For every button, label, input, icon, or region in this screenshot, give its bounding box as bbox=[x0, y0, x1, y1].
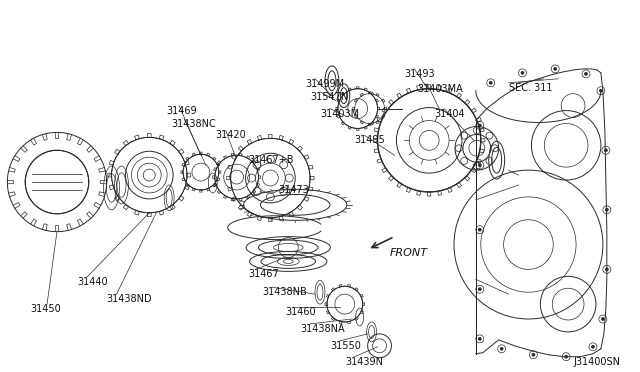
Text: SEC. 311: SEC. 311 bbox=[509, 83, 552, 93]
Circle shape bbox=[500, 347, 503, 350]
Text: 31460: 31460 bbox=[285, 307, 316, 317]
Text: 31450: 31450 bbox=[30, 304, 61, 314]
Circle shape bbox=[478, 288, 481, 291]
Text: FRONT: FRONT bbox=[390, 247, 428, 257]
Circle shape bbox=[591, 345, 595, 348]
Circle shape bbox=[584, 73, 588, 76]
Text: 31420: 31420 bbox=[216, 131, 246, 140]
Circle shape bbox=[605, 268, 609, 271]
Circle shape bbox=[554, 67, 557, 70]
Text: 31473: 31473 bbox=[278, 185, 309, 195]
Circle shape bbox=[532, 353, 535, 356]
Text: 31439N: 31439N bbox=[345, 357, 383, 367]
Text: J31400SN: J31400SN bbox=[573, 357, 620, 367]
Circle shape bbox=[478, 124, 481, 127]
Text: 31438NB: 31438NB bbox=[262, 287, 307, 297]
Text: 31493: 31493 bbox=[404, 69, 435, 79]
Text: 31440: 31440 bbox=[77, 277, 108, 287]
Text: 31467: 31467 bbox=[248, 269, 279, 279]
Circle shape bbox=[564, 355, 568, 358]
Text: 31469: 31469 bbox=[166, 106, 196, 116]
Circle shape bbox=[478, 164, 481, 167]
Circle shape bbox=[600, 89, 602, 92]
Text: 31403M: 31403M bbox=[320, 109, 359, 119]
Circle shape bbox=[604, 149, 607, 152]
Circle shape bbox=[521, 71, 524, 74]
Text: 31495: 31495 bbox=[355, 135, 385, 145]
Text: 31404: 31404 bbox=[434, 109, 465, 119]
Text: 31438ND: 31438ND bbox=[107, 294, 152, 304]
Circle shape bbox=[489, 81, 492, 84]
Circle shape bbox=[605, 208, 609, 211]
Text: 31467+B: 31467+B bbox=[248, 155, 294, 165]
Text: 31438NA: 31438NA bbox=[300, 324, 345, 334]
Text: 31550: 31550 bbox=[330, 341, 361, 351]
Text: 31438NC: 31438NC bbox=[171, 119, 216, 128]
Text: 31547N: 31547N bbox=[310, 92, 348, 102]
Circle shape bbox=[478, 228, 481, 231]
Text: 31403MA: 31403MA bbox=[417, 84, 463, 94]
Circle shape bbox=[478, 337, 481, 340]
Text: 31499M: 31499M bbox=[305, 79, 344, 89]
Circle shape bbox=[602, 318, 604, 321]
